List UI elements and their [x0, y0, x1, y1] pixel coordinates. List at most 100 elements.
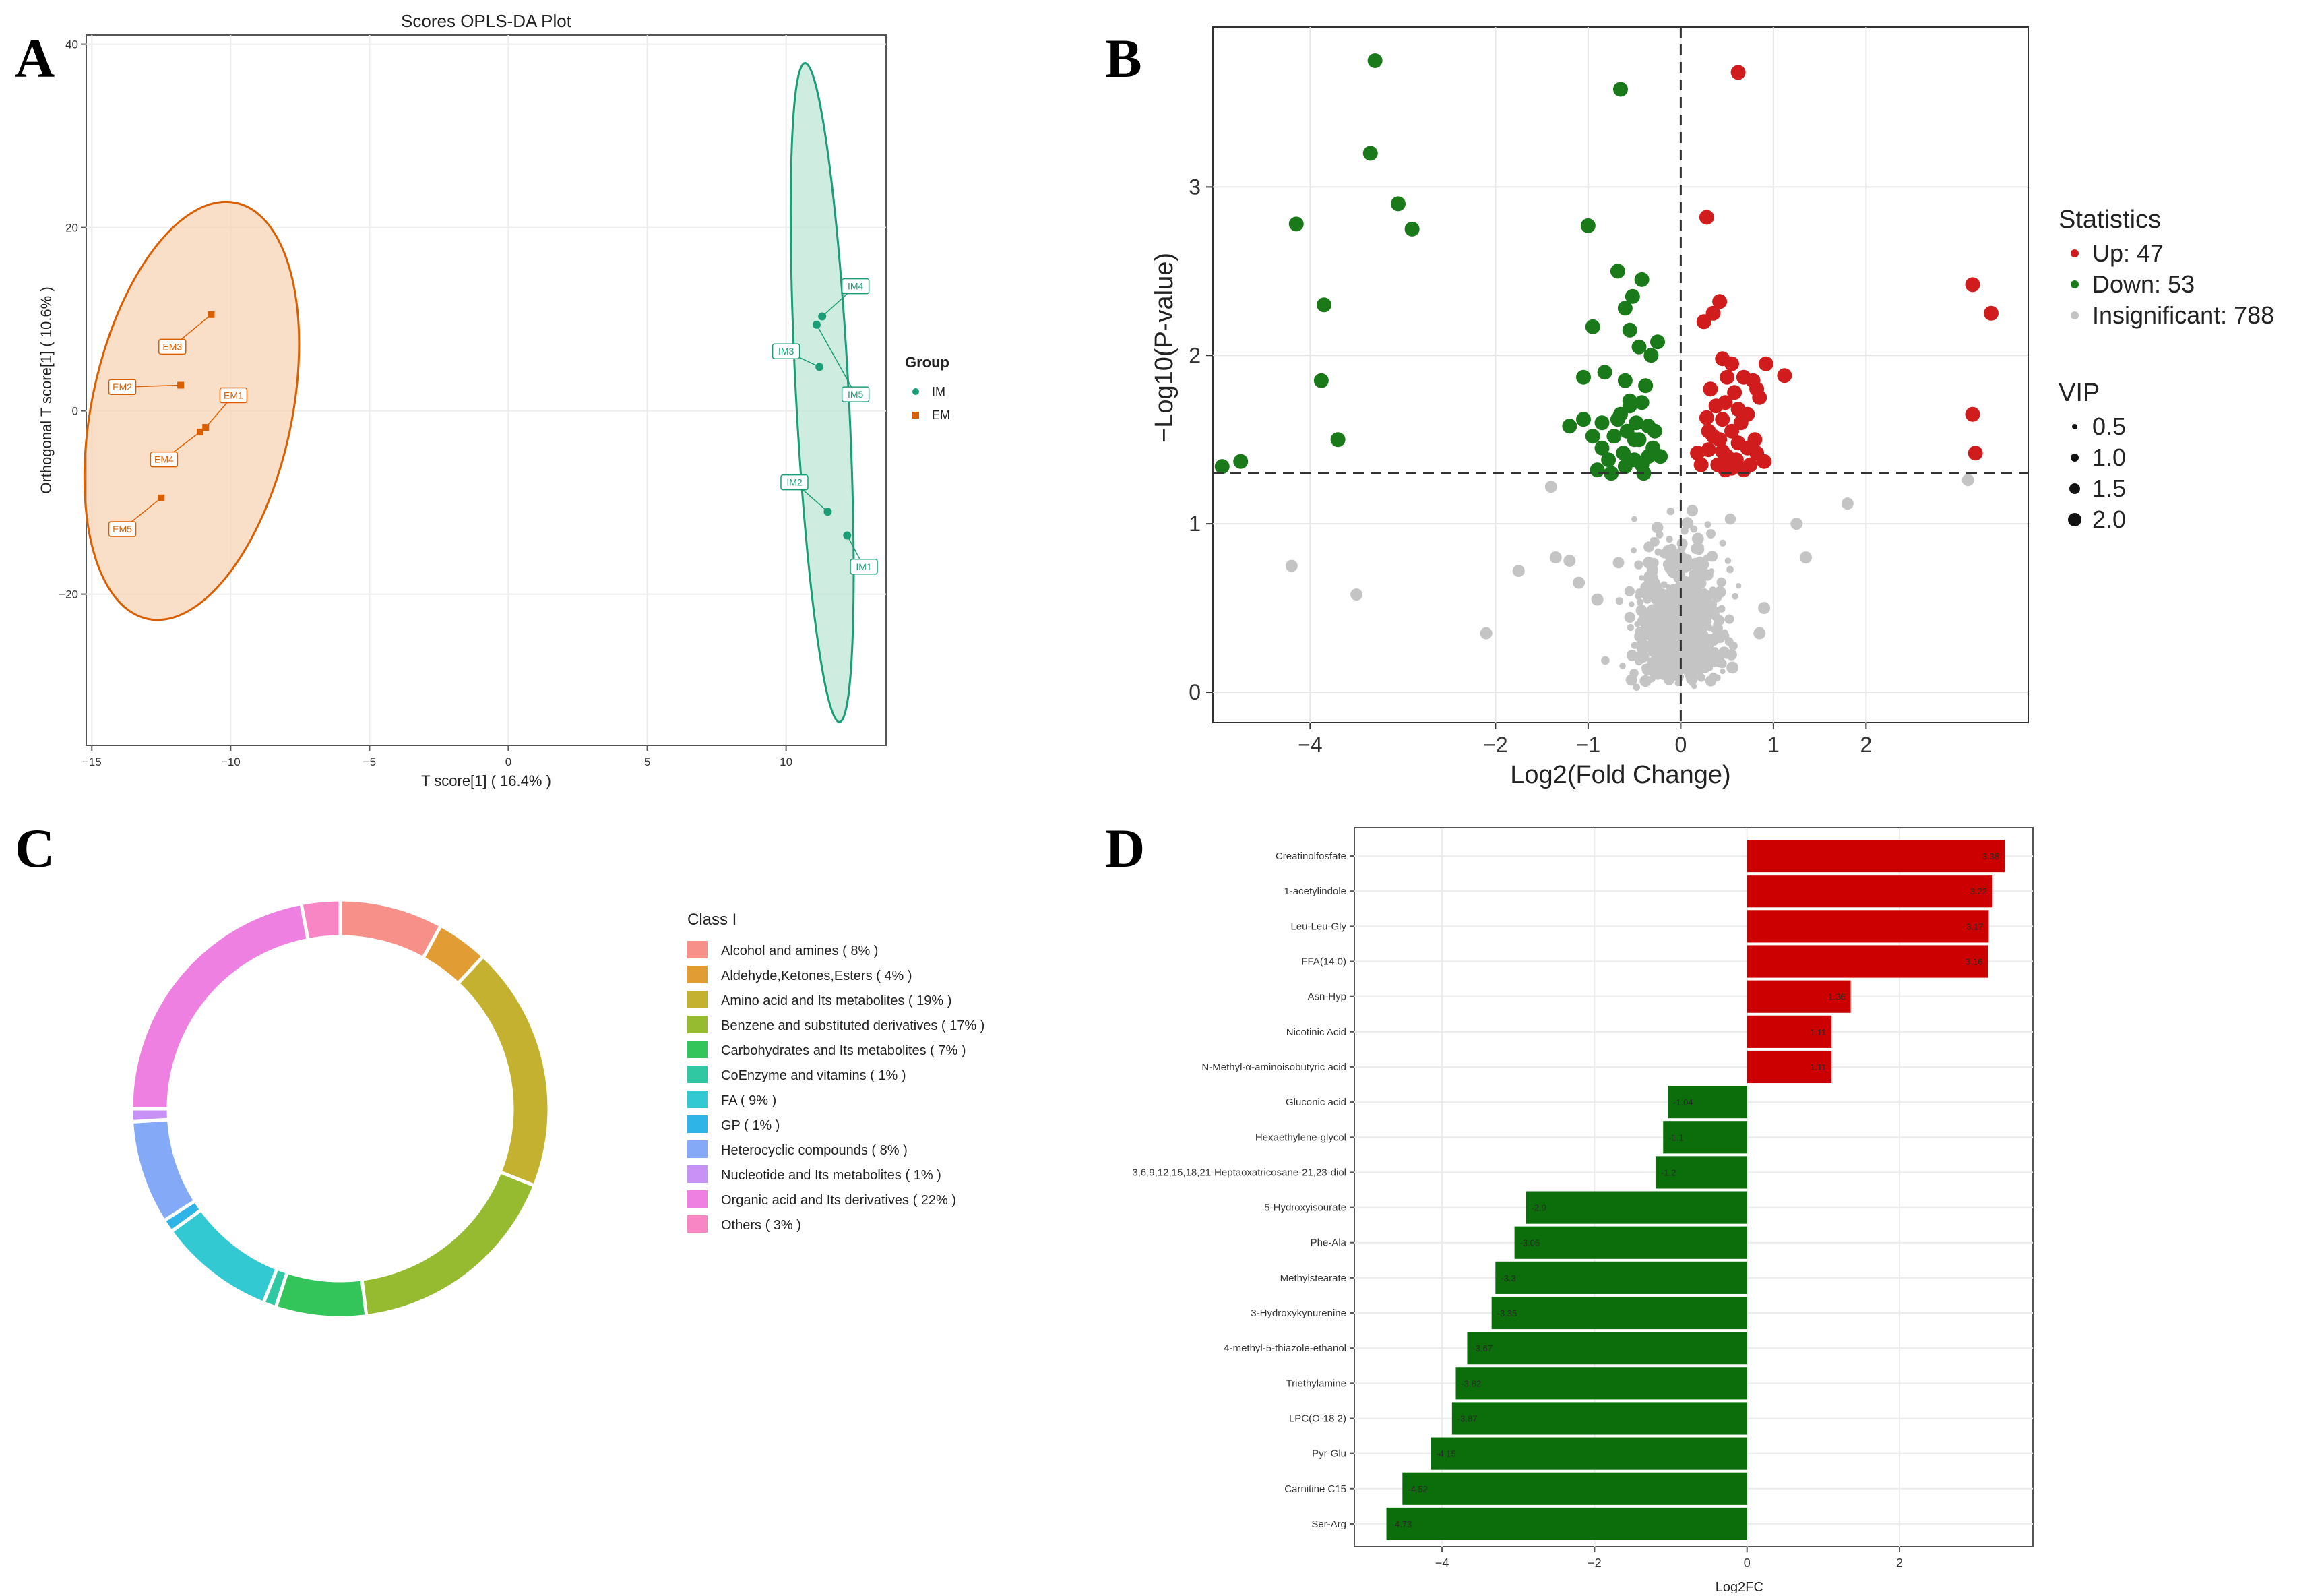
insignificant-point	[1601, 656, 1610, 665]
legend-swatch	[687, 1165, 708, 1183]
insignificant-point	[1681, 517, 1693, 529]
legend-swatch	[687, 1091, 708, 1108]
down-point	[1616, 446, 1631, 461]
bar	[1467, 1332, 1747, 1365]
bar	[1747, 840, 2005, 873]
down-point	[1233, 454, 1249, 469]
insignificant-point	[1643, 631, 1652, 640]
insignificant-point	[1612, 557, 1625, 569]
legend-swatch-im	[912, 388, 919, 395]
insignificant-point	[1624, 611, 1635, 623]
up-point	[1718, 462, 1733, 478]
data-point-em	[196, 428, 203, 435]
up-point	[1727, 385, 1742, 400]
up-point	[1699, 210, 1714, 225]
category-label: LPC(O-18:2)	[1289, 1413, 1346, 1424]
up-point	[1724, 356, 1739, 371]
donut-slice	[129, 901, 311, 1111]
insignificant-point	[1615, 597, 1623, 605]
down-point	[1627, 432, 1642, 448]
insignificant-point	[1724, 513, 1736, 525]
down-point	[1576, 412, 1591, 427]
insignificant-point	[1753, 627, 1766, 640]
bar-value-label: 1.36	[1828, 992, 1845, 1002]
legend-label: Aldehyde,Ketones,Esters ( 4% )	[721, 969, 912, 983]
legend-swatch	[2071, 280, 2079, 288]
category-label: Creatinolfosfate	[1276, 851, 1346, 862]
insignificant-point	[1667, 600, 1674, 607]
bar-value-label: -1.04	[1673, 1097, 1693, 1107]
category-label: Ser-Arg	[1311, 1518, 1346, 1530]
vip-size-swatch	[2071, 454, 2079, 462]
bar	[1491, 1296, 1747, 1330]
down-point	[1610, 264, 1625, 279]
down-point	[1313, 373, 1329, 388]
bar	[1747, 910, 1989, 943]
insignificant-point	[1703, 595, 1712, 605]
point-label: IM2	[786, 477, 803, 488]
data-point-im	[823, 508, 832, 516]
down-point	[1604, 466, 1619, 481]
y-tick-label: 1	[1189, 512, 1201, 536]
legend-label-em: EM	[932, 408, 950, 422]
insignificant-point	[1591, 593, 1604, 606]
point-label-box	[158, 338, 187, 355]
x-tick-label: 2	[1896, 1556, 1903, 1570]
legend-label: Amino acid and Its metabolites ( 19% )	[721, 993, 951, 1008]
panel-letter-b: B	[1105, 28, 1142, 89]
down-point	[1634, 272, 1650, 287]
donut-slice	[129, 1117, 198, 1223]
insignificant-point	[1662, 634, 1672, 644]
bar-value-label: -3.35	[1497, 1308, 1517, 1318]
point-label: IM1	[856, 561, 872, 572]
insignificant-point	[1726, 661, 1739, 674]
y-axis-label: −Log10(P-value)	[1150, 253, 1179, 443]
up-point	[1703, 381, 1718, 397]
donut-slice	[168, 1207, 280, 1306]
insignificant-point	[1573, 576, 1585, 589]
legend-label: Heterocyclic compounds ( 8% )	[721, 1143, 908, 1158]
legend-swatch	[687, 941, 708, 958]
insignificant-point	[1758, 602, 1771, 615]
insignificant-point	[1629, 669, 1639, 678]
vip-size-swatch	[2069, 483, 2080, 494]
legend-label: Down: 53	[2092, 270, 2195, 298]
vip-size-label: 2.0	[2092, 505, 2126, 533]
chart-title: Scores OPLS-DA Plot	[401, 11, 572, 31]
donut-slice	[299, 898, 342, 942]
down-point	[1617, 459, 1633, 474]
vip-size-swatch	[2072, 424, 2077, 429]
insignificant-point	[1659, 611, 1666, 618]
category-label: Triethylamine	[1286, 1378, 1346, 1389]
up-point	[1690, 446, 1705, 461]
insignificant-point	[1697, 650, 1709, 663]
insignificant-point	[1689, 677, 1696, 685]
insignificant-point	[1544, 481, 1557, 493]
insignificant-point	[1691, 683, 1697, 689]
bar	[1402, 1472, 1747, 1505]
insignificant-point	[1631, 642, 1639, 649]
category-label: Carnitine C15	[1284, 1483, 1346, 1495]
legend-label: Benzene and substituted derivatives ( 17…	[721, 1018, 984, 1033]
insignificant-point	[1658, 615, 1666, 623]
insignificant-point	[1666, 535, 1673, 543]
class-donut-chart: Class I Alcohol and amines ( 8% ) Aldehyde…	[129, 898, 984, 1320]
down-point	[1594, 415, 1610, 431]
category-label: 1-acetylindole	[1284, 886, 1346, 897]
vip-size-label: 0.5	[2092, 412, 2126, 440]
x-axis-label: T score[1] ( 16.4% )	[421, 772, 551, 789]
insignificant-point	[1650, 537, 1656, 543]
point-label: EM2	[113, 381, 132, 392]
down-point	[1647, 423, 1662, 439]
legend-swatch	[2071, 249, 2079, 257]
bar	[1386, 1507, 1747, 1540]
insignificant-point	[1717, 658, 1727, 669]
insignificant-point	[1662, 590, 1673, 601]
x-tick-label: 2	[1860, 733, 1872, 757]
up-point	[1712, 294, 1728, 309]
bar	[1668, 1086, 1747, 1119]
insignificant-point	[1698, 559, 1709, 570]
bar	[1526, 1191, 1747, 1224]
x-tick-label: −10	[221, 756, 241, 768]
up-point	[1777, 368, 1792, 383]
